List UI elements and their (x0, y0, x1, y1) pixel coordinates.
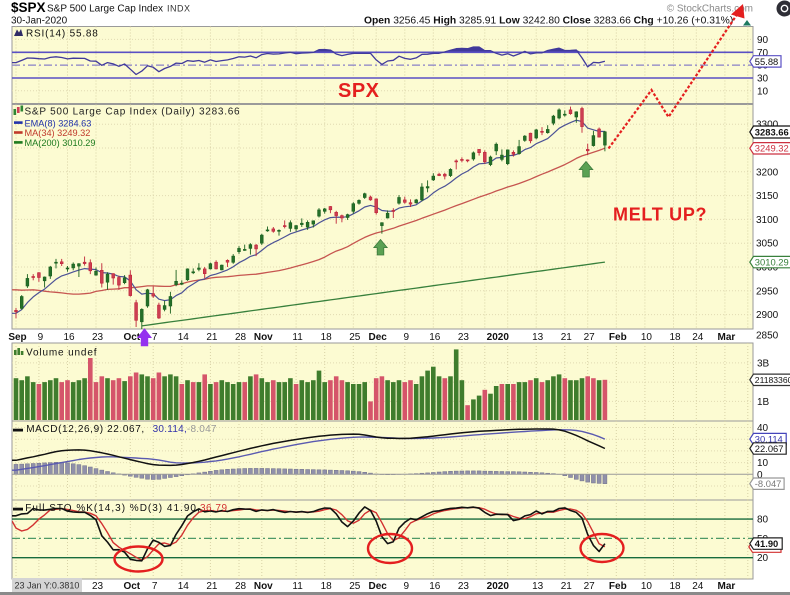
svg-text:28: 28 (235, 581, 247, 592)
svg-text:2020: 2020 (487, 332, 510, 343)
svg-text:13: 13 (532, 332, 544, 343)
svg-text:-8.047: -8.047 (755, 478, 782, 489)
svg-text:30-Jan-2020: 30-Jan-2020 (11, 16, 68, 27)
svg-text:1B: 1B (757, 397, 770, 408)
svg-text:21: 21 (561, 332, 573, 343)
svg-text:2950: 2950 (756, 286, 779, 297)
svg-text:14: 14 (178, 332, 190, 343)
svg-text:7: 7 (152, 581, 158, 592)
svg-text:2900: 2900 (756, 310, 779, 321)
svg-text:21183360: 21183360 (755, 375, 790, 385)
svg-text:30.114,: 30.114, (153, 424, 187, 435)
svg-text:3010.29: 3010.29 (755, 257, 789, 268)
svg-text:41.90: 41.90 (755, 538, 778, 549)
svg-text:MA(200) 3010.29: MA(200) 3010.29 (25, 138, 96, 148)
svg-text:18: 18 (669, 581, 681, 592)
svg-text:Dec: Dec (369, 581, 388, 592)
svg-text:70: 70 (757, 48, 769, 59)
svg-text:2020: 2020 (487, 581, 510, 592)
svg-text:80: 80 (757, 515, 769, 526)
svg-text:MELT UP?: MELT UP? (613, 204, 707, 224)
svg-text:2850: 2850 (756, 331, 779, 342)
svg-text:30.114: 30.114 (755, 434, 783, 445)
svg-text:11: 11 (292, 581, 303, 592)
svg-text:3100: 3100 (756, 215, 779, 226)
svg-text:21: 21 (561, 581, 573, 592)
svg-text:40: 40 (757, 423, 769, 434)
svg-text:36.79: 36.79 (200, 503, 228, 514)
svg-text:SPX: SPX (338, 80, 380, 102)
svg-text:18: 18 (669, 332, 681, 343)
svg-text:Oct: Oct (123, 332, 140, 343)
svg-text:23: 23 (458, 332, 470, 343)
svg-text:21: 21 (206, 332, 218, 343)
svg-text:RSI(14) 55.88: RSI(14) 55.88 (26, 28, 99, 39)
svg-text:0: 0 (757, 470, 763, 481)
svg-text:S&P 500 Large Cap Index: S&P 500 Large Cap Index (47, 4, 163, 15)
svg-text:10: 10 (641, 332, 653, 343)
svg-text:13: 13 (532, 581, 544, 592)
svg-text:23: 23 (92, 332, 104, 343)
svg-text:Feb: Feb (609, 581, 627, 592)
svg-text:MA(34) 3249.32: MA(34) 3249.32 (25, 128, 91, 138)
svg-text:10: 10 (757, 458, 769, 469)
svg-text:23 Jan Y:0.3810: 23 Jan Y:0.3810 (15, 581, 80, 591)
svg-text:3050: 3050 (756, 239, 779, 250)
svg-text:9: 9 (38, 332, 44, 343)
svg-text:Sep: Sep (8, 332, 26, 343)
svg-text:27: 27 (584, 332, 596, 343)
svg-text:Nov: Nov (254, 581, 273, 592)
svg-text:22.067: 22.067 (755, 443, 784, 454)
svg-text:Feb: Feb (609, 332, 627, 343)
svg-text:9: 9 (404, 581, 410, 592)
svg-text:Volume undef: Volume undef (26, 347, 97, 358)
svg-text:14: 14 (178, 581, 190, 592)
svg-text:3B: 3B (757, 358, 770, 369)
svg-text:90: 90 (757, 35, 769, 46)
svg-text:© StockCharts.com: © StockCharts.com (667, 4, 753, 15)
svg-text:16: 16 (429, 581, 441, 592)
svg-text:3249.32: 3249.32 (755, 143, 789, 154)
svg-text:16: 16 (63, 332, 75, 343)
svg-text:Mar: Mar (718, 581, 736, 592)
svg-text:Full STO %K(14,3) %D(3) 41.90,: Full STO %K(14,3) %D(3) 41.90, (25, 503, 200, 514)
svg-text:MACD(12,26,9) 22.067,: MACD(12,26,9) 22.067, (26, 424, 145, 435)
svg-text:EMA(8) 3284.63: EMA(8) 3284.63 (25, 118, 92, 128)
svg-text:23: 23 (458, 581, 470, 592)
svg-text:Oct: Oct (123, 581, 140, 592)
svg-text:55.88: 55.88 (755, 56, 778, 67)
svg-text:25: 25 (349, 581, 361, 592)
svg-text:18: 18 (321, 332, 333, 343)
svg-text:28: 28 (235, 332, 247, 343)
svg-text:Dec: Dec (369, 332, 388, 343)
svg-text:30: 30 (757, 74, 769, 85)
svg-text:25: 25 (349, 332, 361, 343)
svg-text:7: 7 (152, 332, 158, 343)
svg-text:-8.047: -8.047 (187, 424, 217, 435)
svg-text:9: 9 (404, 332, 410, 343)
svg-text:20: 20 (757, 553, 769, 564)
svg-text:3200: 3200 (756, 167, 779, 178)
svg-text:10: 10 (641, 581, 653, 592)
svg-text:$SPX: $SPX (11, 0, 46, 15)
svg-text:27: 27 (584, 581, 596, 592)
svg-text:23: 23 (92, 581, 104, 592)
svg-text:11: 11 (292, 332, 303, 343)
svg-text:3283.66: 3283.66 (755, 126, 789, 137)
svg-text:18: 18 (321, 581, 333, 592)
svg-text:21: 21 (206, 581, 218, 592)
svg-text:Open 3256.45 High 3285.91 Lo: Open 3256.45 High 3285.91 Low 3242.80 Cl… (364, 16, 733, 27)
svg-text:24: 24 (692, 332, 704, 343)
svg-text:S&P 500 Large Cap Index (Daily: S&P 500 Large Cap Index (Daily) 3283.66 (25, 107, 241, 118)
svg-text:Mar: Mar (718, 332, 736, 343)
svg-text:3300: 3300 (756, 120, 779, 131)
svg-text:Nov: Nov (254, 332, 273, 343)
svg-text:24: 24 (692, 581, 704, 592)
svg-text:16: 16 (429, 332, 441, 343)
svg-text:10: 10 (757, 86, 769, 97)
svg-text:3150: 3150 (756, 191, 779, 202)
svg-text:INDX: INDX (167, 4, 191, 14)
